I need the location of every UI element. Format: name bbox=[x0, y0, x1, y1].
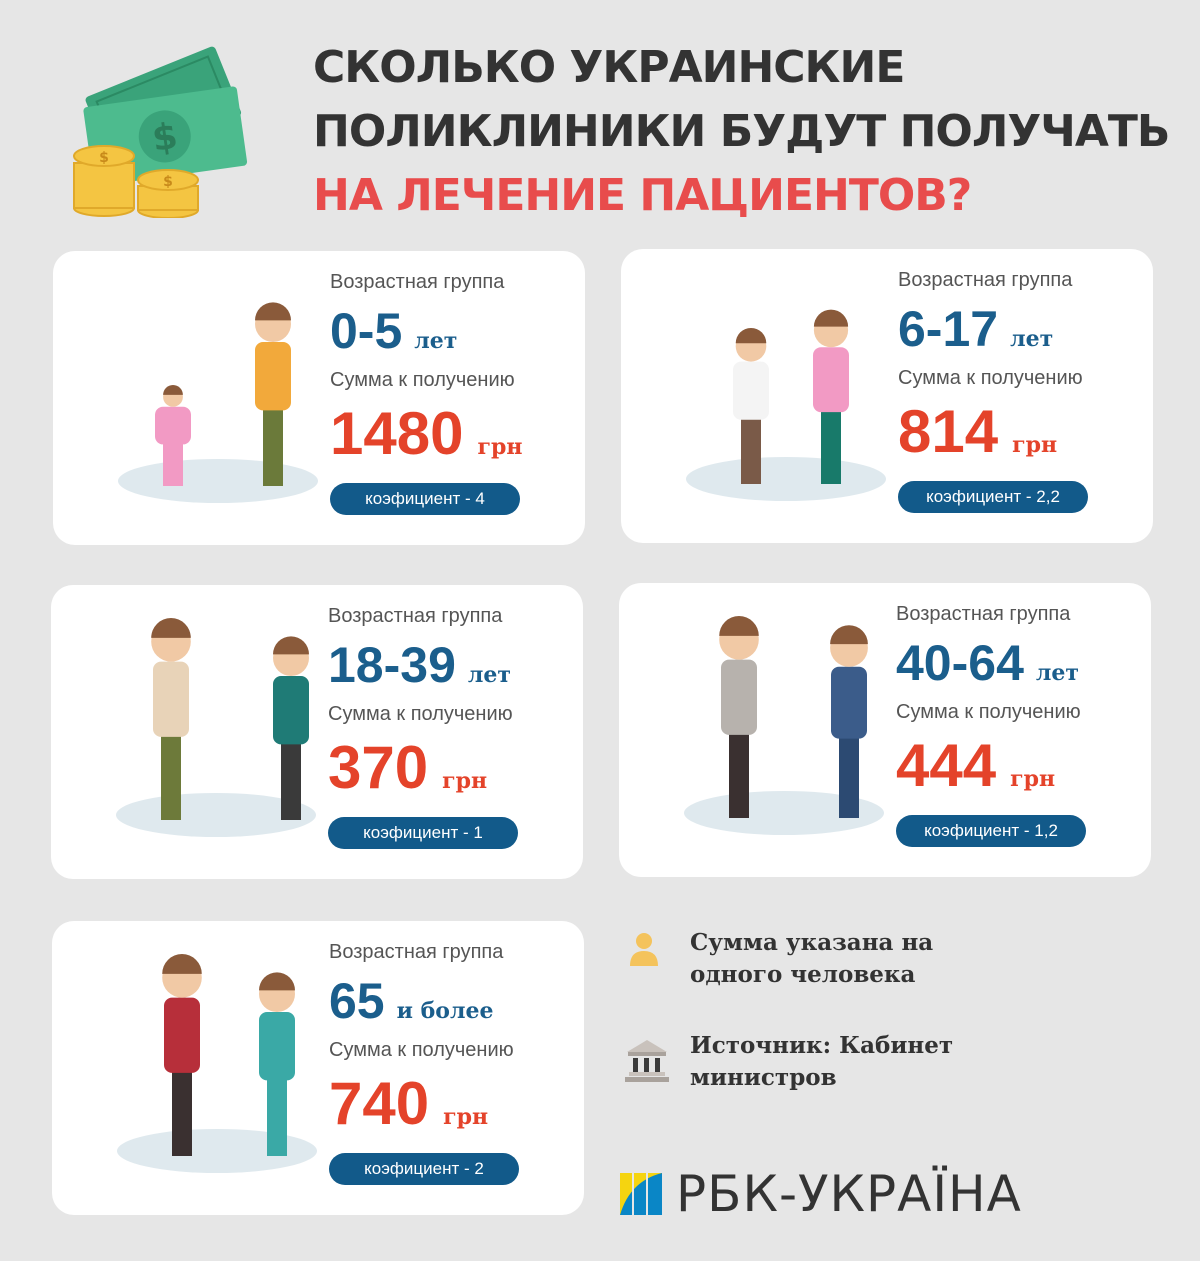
amount-value: 1480 bbox=[330, 400, 464, 467]
person-figure bbox=[719, 616, 759, 818]
amount-value: 814 bbox=[898, 398, 999, 465]
amount: 370 грн bbox=[328, 735, 518, 809]
coefficient-badge: коэфициент - 4 bbox=[330, 483, 520, 515]
group-label: Возрастная группа bbox=[896, 603, 1071, 625]
person-icon bbox=[630, 933, 658, 966]
person-figure bbox=[733, 327, 769, 484]
age-unit: лет bbox=[1035, 660, 1080, 686]
age-range: 65 и более bbox=[329, 971, 519, 1039]
currency: грн bbox=[443, 1104, 489, 1130]
svg-text:$: $ bbox=[99, 150, 109, 166]
age-unit: лет bbox=[1010, 326, 1054, 352]
government-building-icon bbox=[625, 1040, 669, 1082]
logo-text: РБК-УКРАЇНА bbox=[676, 1165, 1022, 1223]
person-figure bbox=[273, 636, 309, 820]
person-figure bbox=[259, 972, 295, 1156]
age-group-card: Возрастная группа 0-5 лет Сумма к получен… bbox=[53, 251, 585, 545]
age-group-card: Возрастная группа 18-39 лет Сумма к получ… bbox=[51, 585, 583, 879]
coefficient-badge: коэфициент - 2,2 bbox=[898, 481, 1088, 513]
currency: грн bbox=[1012, 432, 1058, 458]
people-illustration bbox=[118, 302, 318, 503]
coefficient-badge: коэфициент - 1 bbox=[328, 817, 518, 849]
sum-label: Сумма к получению bbox=[328, 703, 513, 725]
amount: 740 грн bbox=[329, 1071, 519, 1145]
age-group-card: Возрастная группа 40-64 лет Сумма к получ… bbox=[619, 583, 1151, 877]
sum-label: Сумма к получению bbox=[896, 701, 1081, 723]
coefficient-badge: коэфициент - 2 bbox=[329, 1153, 519, 1185]
people-illustration bbox=[117, 954, 317, 1173]
age-unit: лет bbox=[467, 662, 512, 688]
age-range: 6-17 лет bbox=[898, 299, 1088, 367]
page-title: СКОЛЬКО УКРАИНСКИЕ ПОЛИКЛИНИКИ БУДУТ ПОЛ… bbox=[313, 36, 1170, 228]
sum-label: Сумма к получению bbox=[329, 1039, 514, 1061]
age-range: 0-5 лет bbox=[330, 301, 522, 369]
person-figure bbox=[255, 302, 291, 486]
people-illustration bbox=[684, 616, 884, 835]
svg-text:$: $ bbox=[163, 174, 173, 190]
amount: 1480 грн bbox=[330, 401, 522, 475]
age-value: 65 bbox=[329, 973, 385, 1029]
sum-label: Сумма к получению bbox=[330, 369, 515, 391]
age-range: 18-39 лет bbox=[328, 635, 518, 703]
person-figure bbox=[830, 625, 868, 818]
svg-text:$: $ bbox=[150, 116, 181, 160]
title-line-2: ПОЛИКЛИНИКИ БУДУТ ПОЛУЧАТЬ bbox=[313, 106, 1170, 157]
group-label: Возрастная группа bbox=[898, 269, 1073, 291]
age-value: 6-17 bbox=[898, 301, 999, 357]
age-range: 40-64 лет bbox=[896, 633, 1086, 701]
currency: грн bbox=[477, 434, 523, 460]
person-figure bbox=[813, 309, 849, 484]
amount-value: 370 bbox=[328, 734, 429, 801]
amount-value: 444 bbox=[896, 732, 997, 799]
group-label: Возрастная группа bbox=[328, 605, 503, 627]
people-illustration bbox=[686, 309, 886, 501]
people-illustration bbox=[116, 618, 316, 837]
per-person-note: Сумма указана на одного человека bbox=[690, 929, 934, 988]
rbc-ukraine-logo: РБК-УКРАЇНА bbox=[620, 1165, 1022, 1223]
source-note: Источник: Кабинет министров bbox=[690, 1032, 954, 1091]
person-figure bbox=[162, 954, 202, 1156]
person-figure bbox=[155, 385, 191, 486]
logo-mark-icon bbox=[620, 1173, 662, 1215]
currency: грн bbox=[1010, 766, 1056, 792]
group-label: Возрастная группа bbox=[330, 271, 505, 293]
amount: 444 грн bbox=[896, 733, 1086, 807]
person-figure bbox=[151, 618, 191, 820]
coefficient-badge: коэфициент - 1,2 bbox=[896, 815, 1086, 847]
sum-label: Сумма к получению bbox=[898, 367, 1083, 389]
title-line-1: СКОЛЬКО УКРАИНСКИЕ bbox=[313, 42, 905, 93]
age-unit: и более bbox=[396, 998, 494, 1024]
age-unit: лет bbox=[414, 328, 458, 354]
money-coins-icon: $ $ $ bbox=[73, 46, 248, 218]
age-value: 0-5 bbox=[330, 303, 403, 359]
age-group-card: Возрастная группа 6-17 лет Сумма к получе… bbox=[621, 249, 1153, 543]
title-line-3: НА ЛЕЧЕНИЕ ПАЦИЕНТОВ? bbox=[313, 170, 972, 221]
group-label: Возрастная группа bbox=[329, 941, 504, 963]
age-value: 40-64 bbox=[896, 635, 1024, 691]
amount-value: 740 bbox=[329, 1070, 430, 1137]
age-value: 18-39 bbox=[328, 637, 456, 693]
amount: 814 грн bbox=[898, 399, 1088, 473]
currency: грн bbox=[442, 768, 488, 794]
age-group-card: Возрастная группа 65 и более Сумма к полу… bbox=[52, 921, 584, 1215]
